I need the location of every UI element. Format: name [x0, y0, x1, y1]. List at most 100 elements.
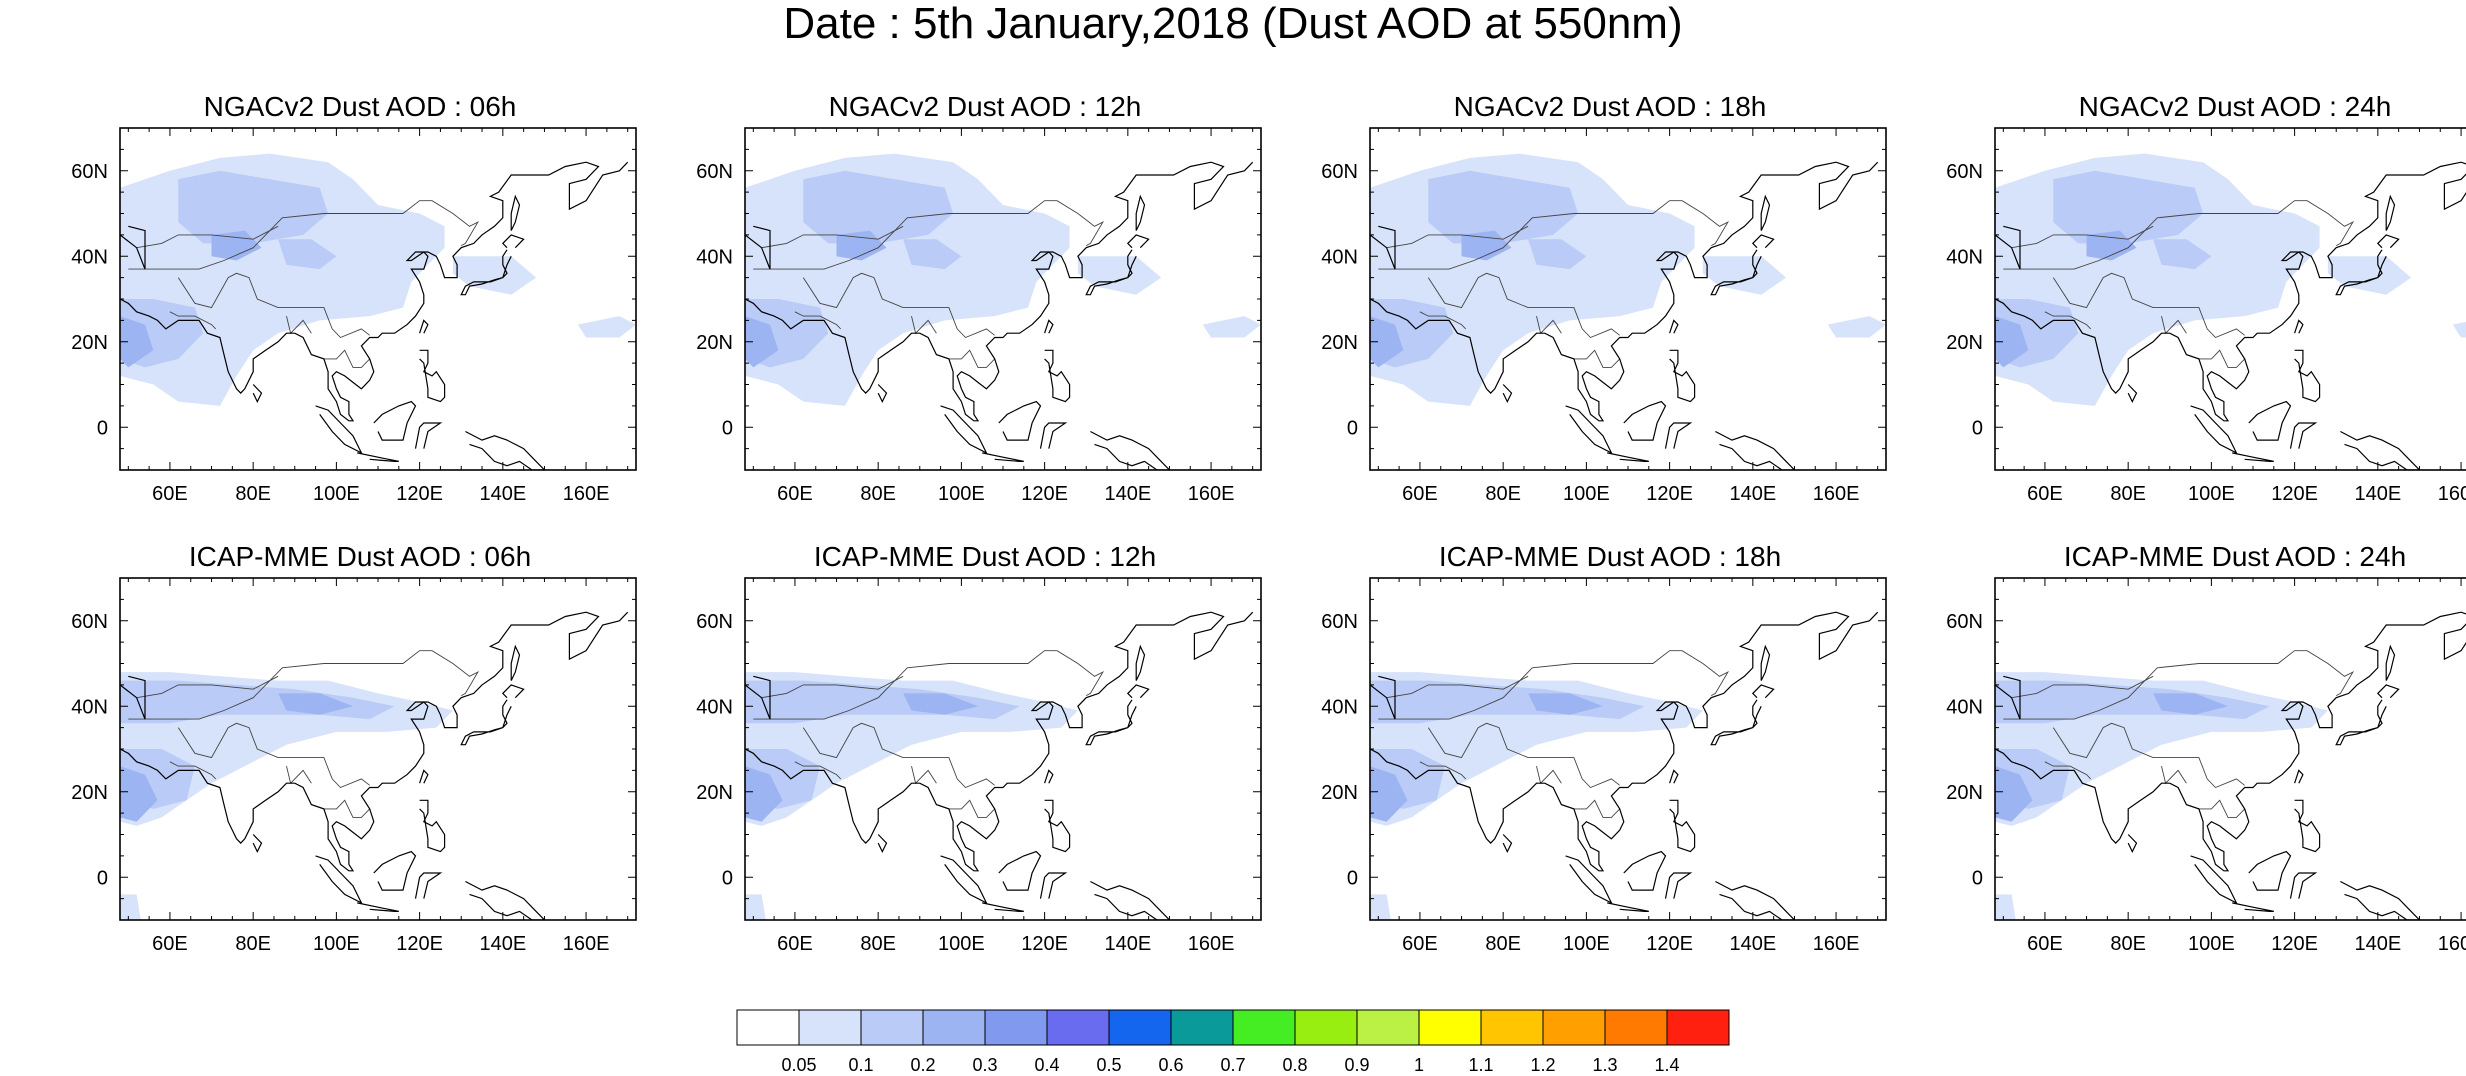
colorbar-box — [1294, 1009, 1358, 1046]
map-plot: 60E 80E 100E 120E 140E 160E 60N 40N 20N 0 — [1321, 127, 1887, 505]
lon-tick-label: 80E — [1485, 933, 1521, 955]
coastline — [2127, 834, 2138, 853]
lon-tick-label: 60E — [152, 483, 188, 505]
country-border — [177, 272, 370, 339]
lon-tick-label: 140E — [1729, 483, 1776, 505]
coastline — [2376, 234, 2400, 249]
lon-tick-label: 100E — [938, 483, 985, 505]
coastline — [1370, 611, 1879, 872]
lat-tick-label: 0 — [1347, 867, 1358, 889]
lat-tick-label: 20N — [71, 782, 108, 804]
colorbar-label: 0.6 — [1158, 1055, 1184, 1075]
country-border — [2161, 765, 2187, 785]
lat-tick-label: 40N — [1321, 696, 1358, 718]
colorbar-box — [1108, 1009, 1172, 1046]
dust-aod-shading — [2153, 693, 2228, 715]
coastline — [2340, 430, 2421, 470]
lon-tick-label: 160E — [563, 483, 610, 505]
coastline — [501, 234, 525, 249]
panel-title: ICAP-MME Dust AOD : 06h — [188, 541, 532, 572]
coastline — [2385, 194, 2396, 231]
coastline — [2289, 872, 2318, 899]
lon-tick-label: 100E — [938, 933, 985, 955]
map-panel: NGACv2 Dust AOD : 12h 60E 80E 100E 120E 140E 1… — [685, 90, 1285, 520]
coastline — [501, 684, 525, 699]
colorbar-box — [1542, 1009, 1606, 1046]
map-panel: ICAP-MME Dust AOD : 12h 60E 80E 100E 120E 140… — [685, 540, 1285, 970]
country-border — [128, 200, 480, 270]
dust-aod-shading — [1528, 693, 1603, 715]
colorbar-box — [1046, 1009, 1110, 1046]
coastline — [1044, 319, 1054, 334]
dust-aod-shading — [903, 239, 962, 270]
map-plot: 60E 80E 100E 120E 140E 160E 60N 40N 20N 0 — [696, 577, 1262, 955]
country-border — [1386, 675, 1529, 699]
dust-aod-shading — [120, 894, 141, 920]
lat-tick-label: 60N — [1946, 161, 1983, 183]
colorbar-boxes — [736, 1009, 1730, 1046]
lon-tick-label: 160E — [2438, 483, 2466, 505]
country-border — [948, 349, 996, 368]
lon-tick-label: 100E — [313, 933, 360, 955]
colorbar-label: 1.4 — [1654, 1055, 1680, 1075]
colorbar-label: 0.8 — [1282, 1055, 1308, 1075]
lon-tick-label: 140E — [2354, 933, 2401, 955]
coastline — [414, 422, 443, 449]
coastline — [1995, 675, 2021, 720]
dust-aod-shading — [1995, 316, 2029, 368]
country-border — [2052, 722, 2245, 789]
country-border — [2011, 225, 2154, 249]
map-panel: NGACv2 Dust AOD : 06h 60E 80E 100E 120E 140E 1… — [60, 90, 660, 520]
coastline — [1044, 769, 1054, 784]
coastline — [1085, 249, 1137, 296]
coastline — [2294, 769, 2304, 784]
dust-aod-shading — [836, 230, 887, 261]
lon-tick-label: 80E — [235, 483, 271, 505]
coastline — [2294, 319, 2304, 334]
dust-aod-shading — [120, 316, 154, 368]
country-border — [2198, 349, 2246, 368]
lat-tick-label: 0 — [1347, 417, 1358, 439]
coastline — [1502, 834, 1513, 853]
coastline — [1623, 850, 1667, 891]
lat-tick-label: 40N — [696, 246, 733, 268]
panel-title: ICAP-MME Dust AOD : 12h — [813, 541, 1157, 572]
lat-tick-label: 40N — [1946, 696, 1983, 718]
coastline — [1760, 194, 1771, 231]
lat-tick-label: 0 — [722, 417, 733, 439]
country-border — [753, 650, 1105, 720]
country-border — [2044, 761, 2092, 780]
panel-title: NGACv2 Dust AOD : 24h — [2078, 91, 2392, 122]
map-plot: 60E 80E 100E 120E 140E 160E 60N 40N 20N 0 — [71, 577, 637, 955]
coastline — [1710, 699, 1762, 746]
dust-aod-shading — [745, 766, 783, 822]
coastline — [419, 349, 446, 403]
country-border — [323, 799, 371, 818]
country-border — [169, 311, 217, 330]
lat-tick-label: 0 — [1972, 417, 1983, 439]
dust-aod-shading — [1202, 316, 1261, 338]
lat-tick-label: 20N — [1321, 332, 1358, 354]
lon-tick-label: 100E — [2188, 483, 2235, 505]
colorbar-box — [984, 1009, 1048, 1046]
map-plot: 60E 80E 100E 120E 140E 160E 60N 40N 20N 0 — [1321, 577, 1887, 955]
lat-tick-label: 40N — [1321, 246, 1358, 268]
lon-tick-label: 160E — [1813, 483, 1860, 505]
country-border — [1573, 799, 1621, 818]
lat-tick-label: 20N — [696, 782, 733, 804]
coastline — [1135, 644, 1146, 681]
coastline — [315, 855, 363, 905]
coastline — [465, 430, 546, 470]
country-border — [1419, 311, 1467, 330]
coastline — [940, 855, 988, 905]
panel-title: ICAP-MME Dust AOD : 18h — [1438, 541, 1782, 572]
country-border — [794, 311, 842, 330]
coastline — [1039, 422, 1068, 449]
colorbar-label: 0.1 — [848, 1055, 874, 1075]
coastline — [460, 249, 512, 296]
coastline — [2376, 684, 2400, 699]
coastline — [1669, 349, 1696, 403]
country-border — [323, 349, 371, 368]
coastline — [510, 644, 521, 681]
coastline — [2248, 850, 2292, 891]
